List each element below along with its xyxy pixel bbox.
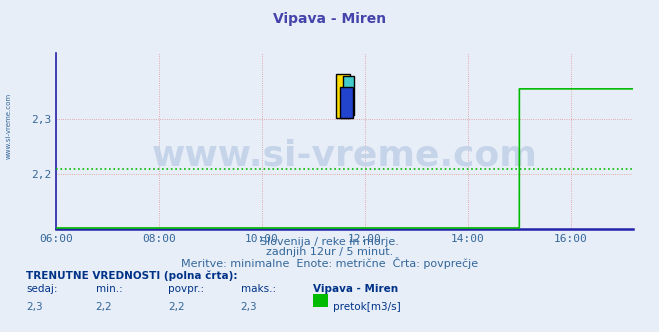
Text: zadnjih 12ur / 5 minut.: zadnjih 12ur / 5 minut. <box>266 247 393 257</box>
Text: Meritve: minimalne  Enote: metrične  Črta: povprečje: Meritve: minimalne Enote: metrične Črta:… <box>181 257 478 269</box>
Text: www.si-vreme.com: www.si-vreme.com <box>5 93 11 159</box>
Text: min.:: min.: <box>96 284 123 294</box>
Text: 2,2: 2,2 <box>96 302 112 312</box>
Text: 2,3: 2,3 <box>241 302 257 312</box>
Text: sedaj:: sedaj: <box>26 284 58 294</box>
FancyBboxPatch shape <box>343 76 353 115</box>
Text: pretok[m3/s]: pretok[m3/s] <box>333 302 401 312</box>
Text: Vipava - Miren: Vipava - Miren <box>273 12 386 26</box>
Text: www.si-vreme.com: www.si-vreme.com <box>152 138 537 172</box>
FancyBboxPatch shape <box>335 74 350 118</box>
Text: povpr.:: povpr.: <box>168 284 204 294</box>
Text: Vipava - Miren: Vipava - Miren <box>313 284 398 294</box>
Text: Slovenija / reke in morje.: Slovenija / reke in morje. <box>260 237 399 247</box>
Text: 2,2: 2,2 <box>168 302 185 312</box>
Text: maks.:: maks.: <box>241 284 275 294</box>
Text: TRENUTNE VREDNOSTI (polna črta):: TRENUTNE VREDNOSTI (polna črta): <box>26 271 238 281</box>
FancyBboxPatch shape <box>340 87 353 118</box>
Text: 2,3: 2,3 <box>26 302 43 312</box>
